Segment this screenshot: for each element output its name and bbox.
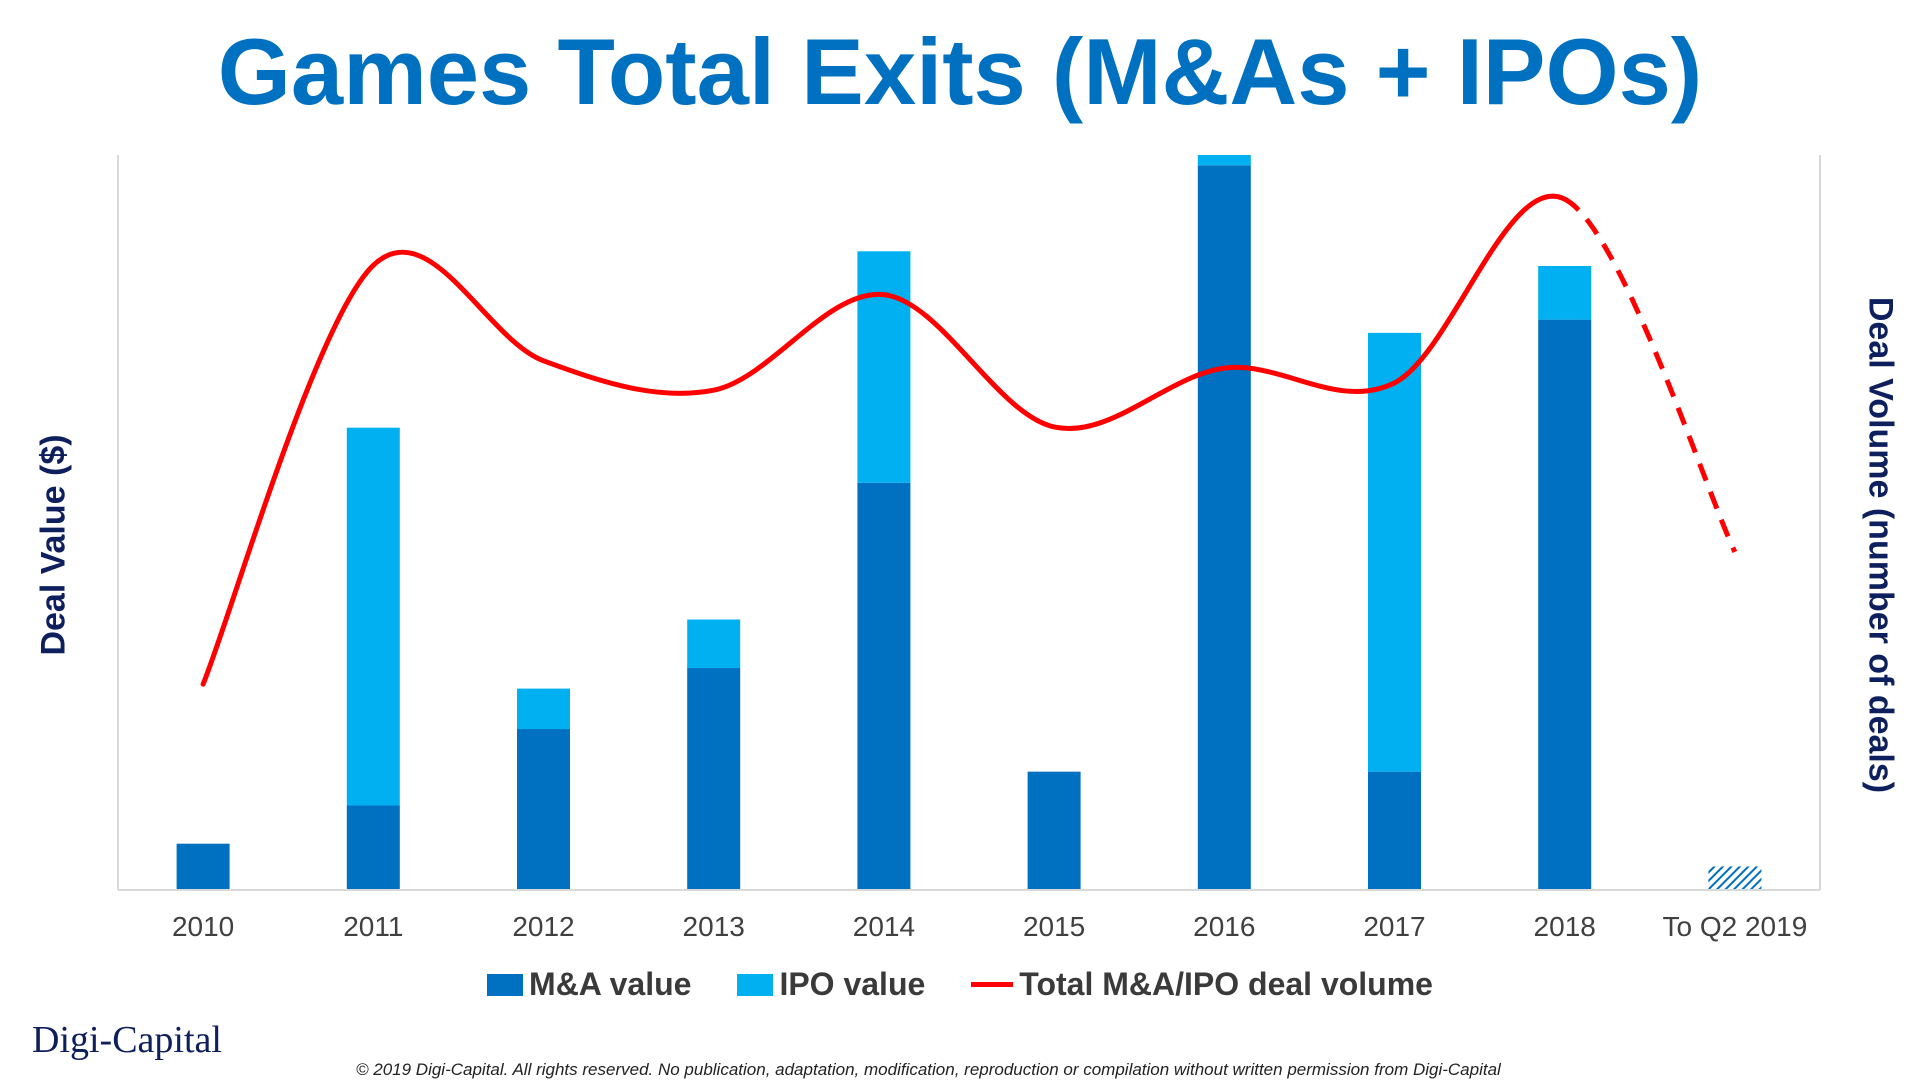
legend-item-ipo: IPO value: [737, 966, 925, 1003]
bar-ipo-7: [1368, 332, 1421, 772]
x-tick-label: 2016: [1193, 911, 1255, 942]
legend-label-volume: Total M&A/IPO deal volume: [1019, 966, 1433, 1002]
digi-capital-logo: Digi-Capital: [32, 1019, 222, 1061]
legend-item-ma: M&A value: [487, 966, 691, 1003]
x-tick-label: 2012: [512, 911, 574, 942]
x-tick-label: 2015: [1023, 911, 1085, 942]
legend-swatch-ma: [487, 973, 524, 996]
bar-ma-9: [1708, 866, 1762, 890]
legend-item-volume: Total M&A/IPO deal volume: [971, 966, 1433, 1003]
legend-label-ma: M&A value: [529, 966, 692, 1002]
bar-ipo-2: [517, 688, 570, 730]
bar-ipo-8: [1538, 265, 1592, 320]
x-tick-label: 2013: [683, 911, 745, 942]
volume-line-group: [200, 193, 1738, 687]
bars-group: [176, 155, 1762, 891]
bar-ma-0: [176, 843, 230, 890]
x-tick-label: 2018: [1534, 911, 1596, 942]
bar-ma-6: [1197, 165, 1251, 891]
x-tick-labels: 2010 2011 2012 2013 2014 2015 2016 2017 2018 To Q…: [172, 911, 1807, 942]
legend-label-ipo: IPO value: [779, 966, 926, 1002]
volume-line-projected: [1563, 196, 1738, 553]
copyright-notice: © 2019 Digi-Capital. All rights reserved…: [356, 1060, 1501, 1079]
x-tick-label: 2011: [343, 911, 403, 942]
bar-ma-2: [517, 729, 570, 890]
bar-ma-7: [1368, 771, 1421, 890]
x-tick-label: To Q2 2019: [1663, 911, 1808, 942]
bar-ma-3: [687, 668, 741, 890]
x-tick-label: 2010: [172, 911, 234, 942]
x-tick-label: 2014: [853, 911, 915, 942]
bar-ma-5: [1027, 771, 1081, 890]
bar-ma-1: [346, 805, 400, 890]
legend-swatch-ipo: [737, 973, 774, 996]
bar-ma-8: [1538, 319, 1592, 890]
bar-ipo-3: [687, 619, 741, 669]
volume-line-solid: [200, 193, 1568, 687]
bar-ma-4: [857, 482, 911, 890]
legend: M&A value IPO value Total M&A/IPO deal v…: [0, 966, 1920, 1003]
x-tick-label: 2017: [1363, 911, 1425, 942]
bar-ipo-1: [346, 427, 400, 806]
chart-title: Games Total Exits (M&As + IPOs): [217, 19, 1703, 124]
bar-ipo-4: [857, 251, 911, 483]
legend-swatch-volume: [971, 982, 1014, 987]
bar-ipo-6: [1197, 155, 1251, 166]
